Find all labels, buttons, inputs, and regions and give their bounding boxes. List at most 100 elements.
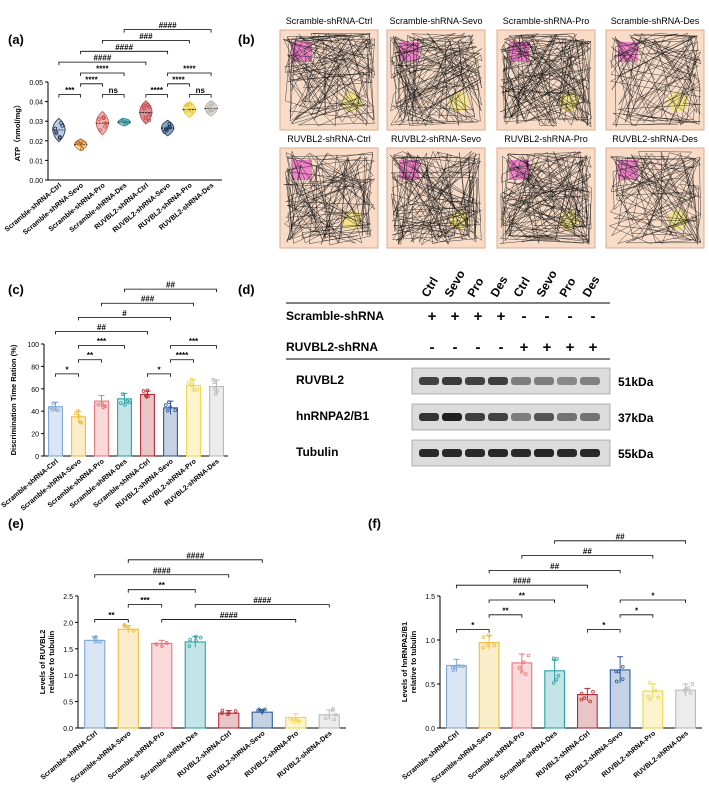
- maze-track: [389, 150, 482, 246]
- blot-band: [465, 449, 485, 457]
- data-point: [190, 107, 195, 112]
- significance-label: ns: [109, 86, 119, 95]
- data-point: [147, 118, 152, 123]
- data-point: [164, 641, 169, 645]
- data-point: [523, 672, 528, 676]
- bar: [117, 398, 132, 457]
- significance-bracket: [101, 302, 194, 307]
- bar: [140, 393, 155, 457]
- data-point: [132, 628, 136, 633]
- significance-label: *: [471, 621, 475, 630]
- y-tick-label: 60: [31, 387, 39, 394]
- bar: [511, 662, 533, 729]
- significance-bracket: [78, 345, 125, 349]
- data-point: [220, 711, 224, 715]
- data-point: [97, 117, 102, 121]
- bar: [84, 639, 106, 729]
- significance-bracket: [58, 61, 147, 66]
- significance-bracket: [619, 599, 687, 603]
- x-tick-label: Scramble-shRNA-Pro: [467, 730, 526, 781]
- significance-label: ####: [159, 21, 177, 30]
- data-point: [160, 644, 164, 648]
- y-tick-label: 0.0: [425, 726, 435, 733]
- maze-object-square: [618, 160, 638, 180]
- treatment-mark: +: [543, 339, 552, 356]
- significance-bracket: [55, 373, 79, 377]
- data-point: [100, 401, 105, 406]
- data-point: [519, 670, 524, 674]
- significance-bracket: [124, 288, 217, 293]
- data-point: [213, 392, 218, 396]
- data-point: [123, 403, 127, 407]
- data-point: [690, 682, 695, 686]
- data-point: [56, 408, 60, 413]
- significance-label: **: [519, 592, 526, 601]
- x-tick-label: Scramble-shRNA-Sevo: [70, 730, 133, 784]
- x-tick-label: RUVBL2-shRNA-Des: [276, 730, 333, 780]
- bar: [71, 416, 86, 457]
- treatment-mark: -: [430, 339, 435, 356]
- data-point: [656, 695, 660, 700]
- significance-bracket: [101, 94, 125, 98]
- data-point: [556, 674, 561, 678]
- data-point: [103, 404, 108, 409]
- data-point: [206, 109, 211, 114]
- data-point: [154, 642, 159, 646]
- data-point: [122, 119, 127, 124]
- significance-label: *: [65, 365, 69, 374]
- x-tick-label: RUVBL2-shRNA-Ctrl: [535, 730, 592, 779]
- treatment-label: Scramble-shRNA: [286, 309, 384, 323]
- lane-label: Ctrl: [418, 275, 440, 300]
- blot-band: [511, 413, 531, 421]
- data-point: [192, 388, 196, 393]
- significance-bracket: [167, 83, 190, 87]
- significance-label: **: [108, 611, 115, 620]
- data-point: [648, 697, 653, 702]
- data-point: [332, 717, 337, 722]
- data-point: [211, 377, 216, 382]
- data-point: [80, 146, 84, 151]
- significance-label: ##: [550, 562, 559, 571]
- data-point: [52, 406, 57, 410]
- data-point: [188, 102, 193, 107]
- maze-label: RUVBL2-shRNA-Des: [612, 134, 698, 144]
- bar: [163, 407, 178, 457]
- treatment-mark: -: [545, 308, 550, 325]
- y-axis-label-line: Levels of hnRNPA2/B1: [400, 622, 409, 702]
- data-point: [620, 677, 625, 681]
- blot-band: [419, 449, 439, 457]
- significance-label: ##: [166, 281, 175, 290]
- data-point: [551, 681, 556, 685]
- data-point: [142, 106, 146, 111]
- data-point: [263, 707, 267, 712]
- data-point: [215, 389, 219, 393]
- y-tick-label: 0.0: [63, 726, 73, 733]
- significance-label: ****: [172, 75, 185, 84]
- data-point: [579, 697, 584, 702]
- significance-bracket: [55, 331, 148, 335]
- data-point: [653, 688, 658, 693]
- data-point: [461, 664, 465, 669]
- data-point: [147, 112, 152, 117]
- panel-label-a: (a): [8, 32, 24, 47]
- maze-track: [389, 32, 483, 127]
- data-point: [120, 392, 125, 396]
- treatment-mark: +: [589, 339, 598, 356]
- blot-band: [557, 413, 577, 421]
- data-point: [582, 696, 587, 700]
- treatment-mark: -: [522, 308, 527, 325]
- maze-label: Scramble-shRNA-Des: [611, 16, 700, 26]
- panel-label-f: (f): [368, 516, 381, 531]
- significance-label: **: [87, 351, 94, 360]
- panel-label-b: (b): [238, 32, 255, 47]
- y-tick-label: 0.03: [29, 119, 43, 126]
- data-point: [333, 712, 338, 717]
- y-axis-label-line: relative to tubulin: [47, 630, 56, 693]
- blot-band: [442, 377, 462, 385]
- data-point: [486, 643, 490, 647]
- bar: [209, 386, 224, 457]
- y-axis-label-line: relative to tubulin: [409, 630, 418, 693]
- blot-band: [580, 377, 600, 385]
